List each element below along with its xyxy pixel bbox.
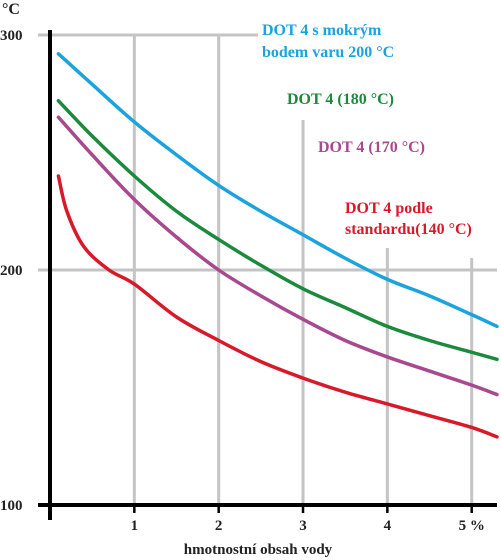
y-tick-label: 100 [0, 498, 23, 514]
x-tick-label: 3 [299, 518, 307, 534]
series-line-2 [56, 99, 499, 362]
y-tick-label: 300 [0, 28, 23, 44]
series-lines [56, 52, 499, 439]
series-label-3: DOT 4 (170 °C) [318, 139, 425, 156]
series-label-4: standardu(140 °C) [345, 221, 472, 238]
y-unit-label: °C [2, 1, 20, 18]
series-label-1: bodem varu 200 °C [262, 44, 394, 61]
series-line-1 [56, 52, 499, 329]
series-label-4: DOT 4 podle [345, 200, 433, 217]
x-tick-label: 5 % [459, 518, 485, 534]
series-label-2: DOT 4 (180 °C) [287, 91, 394, 108]
series-line-3 [56, 115, 499, 397]
series-line-4 [56, 174, 499, 439]
series-labels: DOT 4 s mokrým bodem varu 200 °C DOT 4 (18… [262, 22, 472, 238]
x-tick-label: 1 [131, 518, 139, 534]
x-tick-label: 4 [384, 518, 392, 534]
x-axis-label: hmotnostní obsah vody [184, 542, 333, 558]
series-label-1: DOT 4 s mokrým [262, 22, 382, 39]
y-tick-label: 200 [0, 263, 23, 279]
axes [38, 30, 497, 520]
tick-labels: 100 200 300 1 2 3 4 5 % [0, 28, 485, 534]
x-tick-label: 2 [215, 518, 223, 534]
